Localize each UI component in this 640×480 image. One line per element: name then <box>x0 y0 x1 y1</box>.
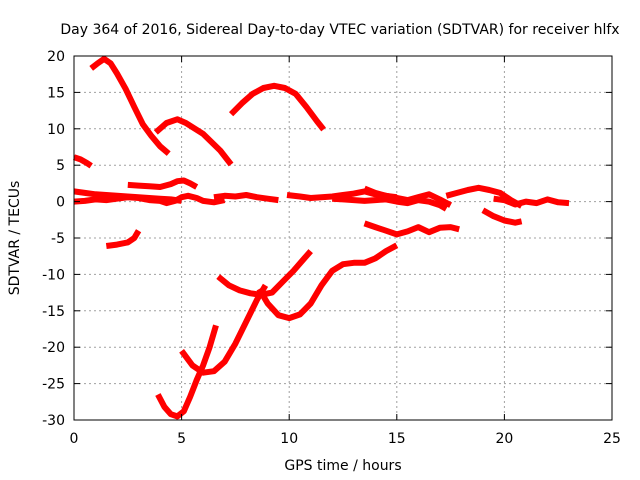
y-tick-label: 20 <box>47 49 65 65</box>
series-layer <box>73 55 570 420</box>
y-tick-label: -25 <box>42 377 65 393</box>
series-line-s18 <box>256 242 399 322</box>
y-tick-label: -15 <box>42 304 65 320</box>
x-tick-label: 0 <box>70 431 79 447</box>
x-axis-label: GPS time / hours <box>284 458 401 474</box>
grid-layer <box>74 56 612 420</box>
y-tick-label: 5 <box>56 158 65 174</box>
series-line-s4 <box>73 154 93 169</box>
series-line-s8 <box>213 192 279 204</box>
x-tick-label: 10 <box>280 431 298 447</box>
series-line-s2 <box>153 116 234 167</box>
series-line-s17 <box>216 249 313 298</box>
series-line-s1 <box>89 55 171 156</box>
y-tick-label: -10 <box>42 267 65 283</box>
series-line-s5 <box>127 177 199 190</box>
y-tick-label: 15 <box>47 85 65 101</box>
y-tick-label: 0 <box>56 195 65 211</box>
y-tick-label: 10 <box>47 122 65 138</box>
series-line-s11 <box>363 185 453 208</box>
x-tick-label: 15 <box>388 431 406 447</box>
y-tick-label: -20 <box>42 340 65 356</box>
series-line-s7 <box>73 192 226 207</box>
y-axis-label: SDTVAR / TECUs <box>7 181 23 296</box>
series-line-s15 <box>105 229 142 249</box>
tick-layer: 0 5 10 15 20 25 -30 -25 -20 -15 -10 -5 0 5 10 15 20 <box>42 49 621 447</box>
series-line-s16 <box>363 220 460 238</box>
series-line-s20 <box>155 324 219 420</box>
series-line-s3 <box>228 82 326 132</box>
y-tick-label: -30 <box>42 413 65 429</box>
chart-title: Day 364 of 2016, Sidereal Day-to-day VTE… <box>60 22 619 38</box>
series-line-s19 <box>179 283 269 376</box>
x-tick-label: 20 <box>495 431 513 447</box>
x-tick-label: 25 <box>603 431 621 447</box>
series-line-s10 <box>332 195 448 212</box>
series-line-s14 <box>481 207 523 226</box>
series-line-s13 <box>493 195 570 208</box>
x-tick-label: 5 <box>177 431 186 447</box>
y-tick-label: -5 <box>51 231 65 247</box>
